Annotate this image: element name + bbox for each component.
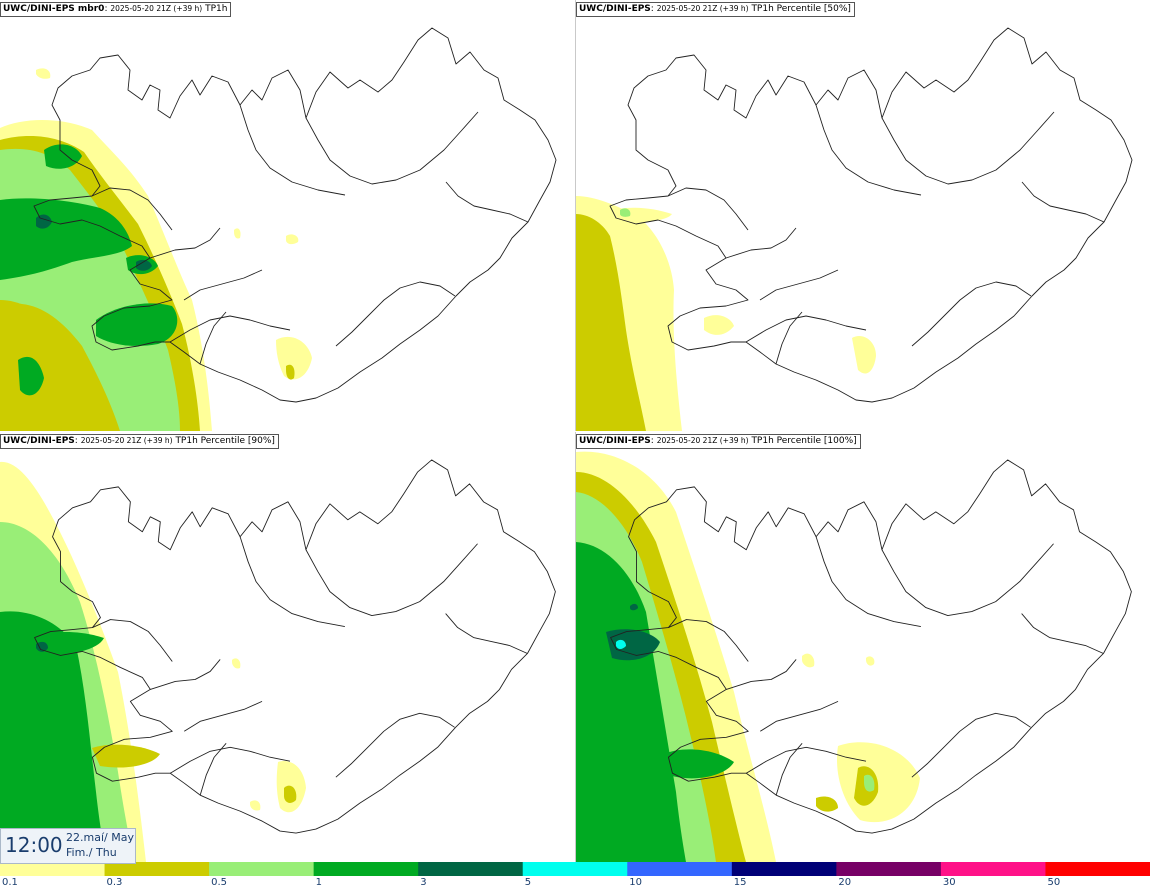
panel-model: UWC/DINI-EPS <box>3 436 75 446</box>
colorbar-tick-label: 10 <box>629 877 643 888</box>
map-panel-mbr0: UWC/DINI-EPS mbr0: 2025-05-20 21Z (+39 h… <box>0 0 575 431</box>
colorbar-ticks: 0.1 0.3 0.5 1 3 5 10 15 20 30 50 <box>0 876 1150 891</box>
precip-colorbar <box>0 862 1150 876</box>
panel-title: UWC/DINI-EPS: 2025-05-20 21Z (+39 h) TP1… <box>0 434 279 449</box>
colorbar-swatch <box>940 862 1046 876</box>
valid-time-day: Fim./ Thu <box>66 846 117 859</box>
colorbar-swatch <box>627 862 733 876</box>
colorbar-swatch <box>104 862 210 876</box>
colorbar-swatch <box>313 862 419 876</box>
colorbar-tick-label: 0.1 <box>2 877 18 888</box>
panel-title: UWC/DINI-EPS mbr0: 2025-05-20 21Z (+39 h… <box>0 2 232 17</box>
panel-field: TP1h Percentile [50%] <box>751 4 851 14</box>
valid-time-box: 12:00 22.maí/ May Fim./ Thu <box>0 828 136 864</box>
colorbar-tick-label: 1 <box>315 877 322 888</box>
colorbar-tick-label: 50 <box>1047 877 1061 888</box>
colorbar-swatch <box>1045 862 1150 876</box>
colorbar-swatch <box>522 862 628 876</box>
panel-model: UWC/DINI-EPS <box>579 436 651 446</box>
colorbar-swatch <box>209 862 315 876</box>
precip-map <box>576 451 1132 862</box>
panel-run: 2025-05-20 21Z (+39 h) <box>110 4 203 13</box>
panel-field: TP1h Percentile [100%] <box>751 436 857 446</box>
panel-model: UWC/DINI-EPS mbr0 <box>3 4 105 14</box>
colorbar-tick-label: 0.5 <box>211 877 227 888</box>
panel-field: TP1h <box>205 4 228 14</box>
colorbar-swatch <box>731 862 837 876</box>
colorbar-tick-label: 0.3 <box>106 877 123 888</box>
precip-map <box>0 27 557 431</box>
map-panel-p100: UWC/DINI-EPS: 2025-05-20 21Z (+39 h) TP1… <box>576 432 1150 862</box>
colorbar-tick-label: 30 <box>942 877 956 888</box>
panel-run: 2025-05-20 21Z (+39 h) <box>80 436 173 445</box>
map-panel-p50: UWC/DINI-EPS: 2025-05-20 21Z (+39 h) TP1… <box>576 0 1150 431</box>
valid-time-hour: 12:00 <box>5 833 63 857</box>
colorbar-swatch <box>418 862 524 876</box>
panel-model: UWC/DINI-EPS <box>579 4 651 14</box>
panel-divider <box>0 431 1150 432</box>
colorbar-tick-label: 3 <box>420 877 427 888</box>
panel-title: UWC/DINI-EPS: 2025-05-20 21Z (+39 h) TP1… <box>576 434 861 449</box>
colorbar-tick-label: 15 <box>733 877 747 888</box>
colorbar-tick-label: 20 <box>838 877 852 888</box>
precip-map <box>576 27 1133 431</box>
panel-title: UWC/DINI-EPS: 2025-05-20 21Z (+39 h) TP1… <box>576 2 855 17</box>
colorbar-swatch <box>836 862 942 876</box>
valid-time-date: 22.maí/ May <box>66 831 134 844</box>
colorbar-swatch <box>0 862 106 876</box>
panel-run: 2025-05-20 21Z (+39 h) <box>656 4 749 13</box>
precip-map <box>0 459 556 862</box>
panel-run: 2025-05-20 21Z (+39 h) <box>656 436 749 445</box>
panel-field: TP1h Percentile [90%] <box>175 436 275 446</box>
map-panel-p90: UWC/DINI-EPS: 2025-05-20 21Z (+39 h) TP1… <box>0 432 575 862</box>
colorbar-tick-label: 5 <box>524 877 532 888</box>
